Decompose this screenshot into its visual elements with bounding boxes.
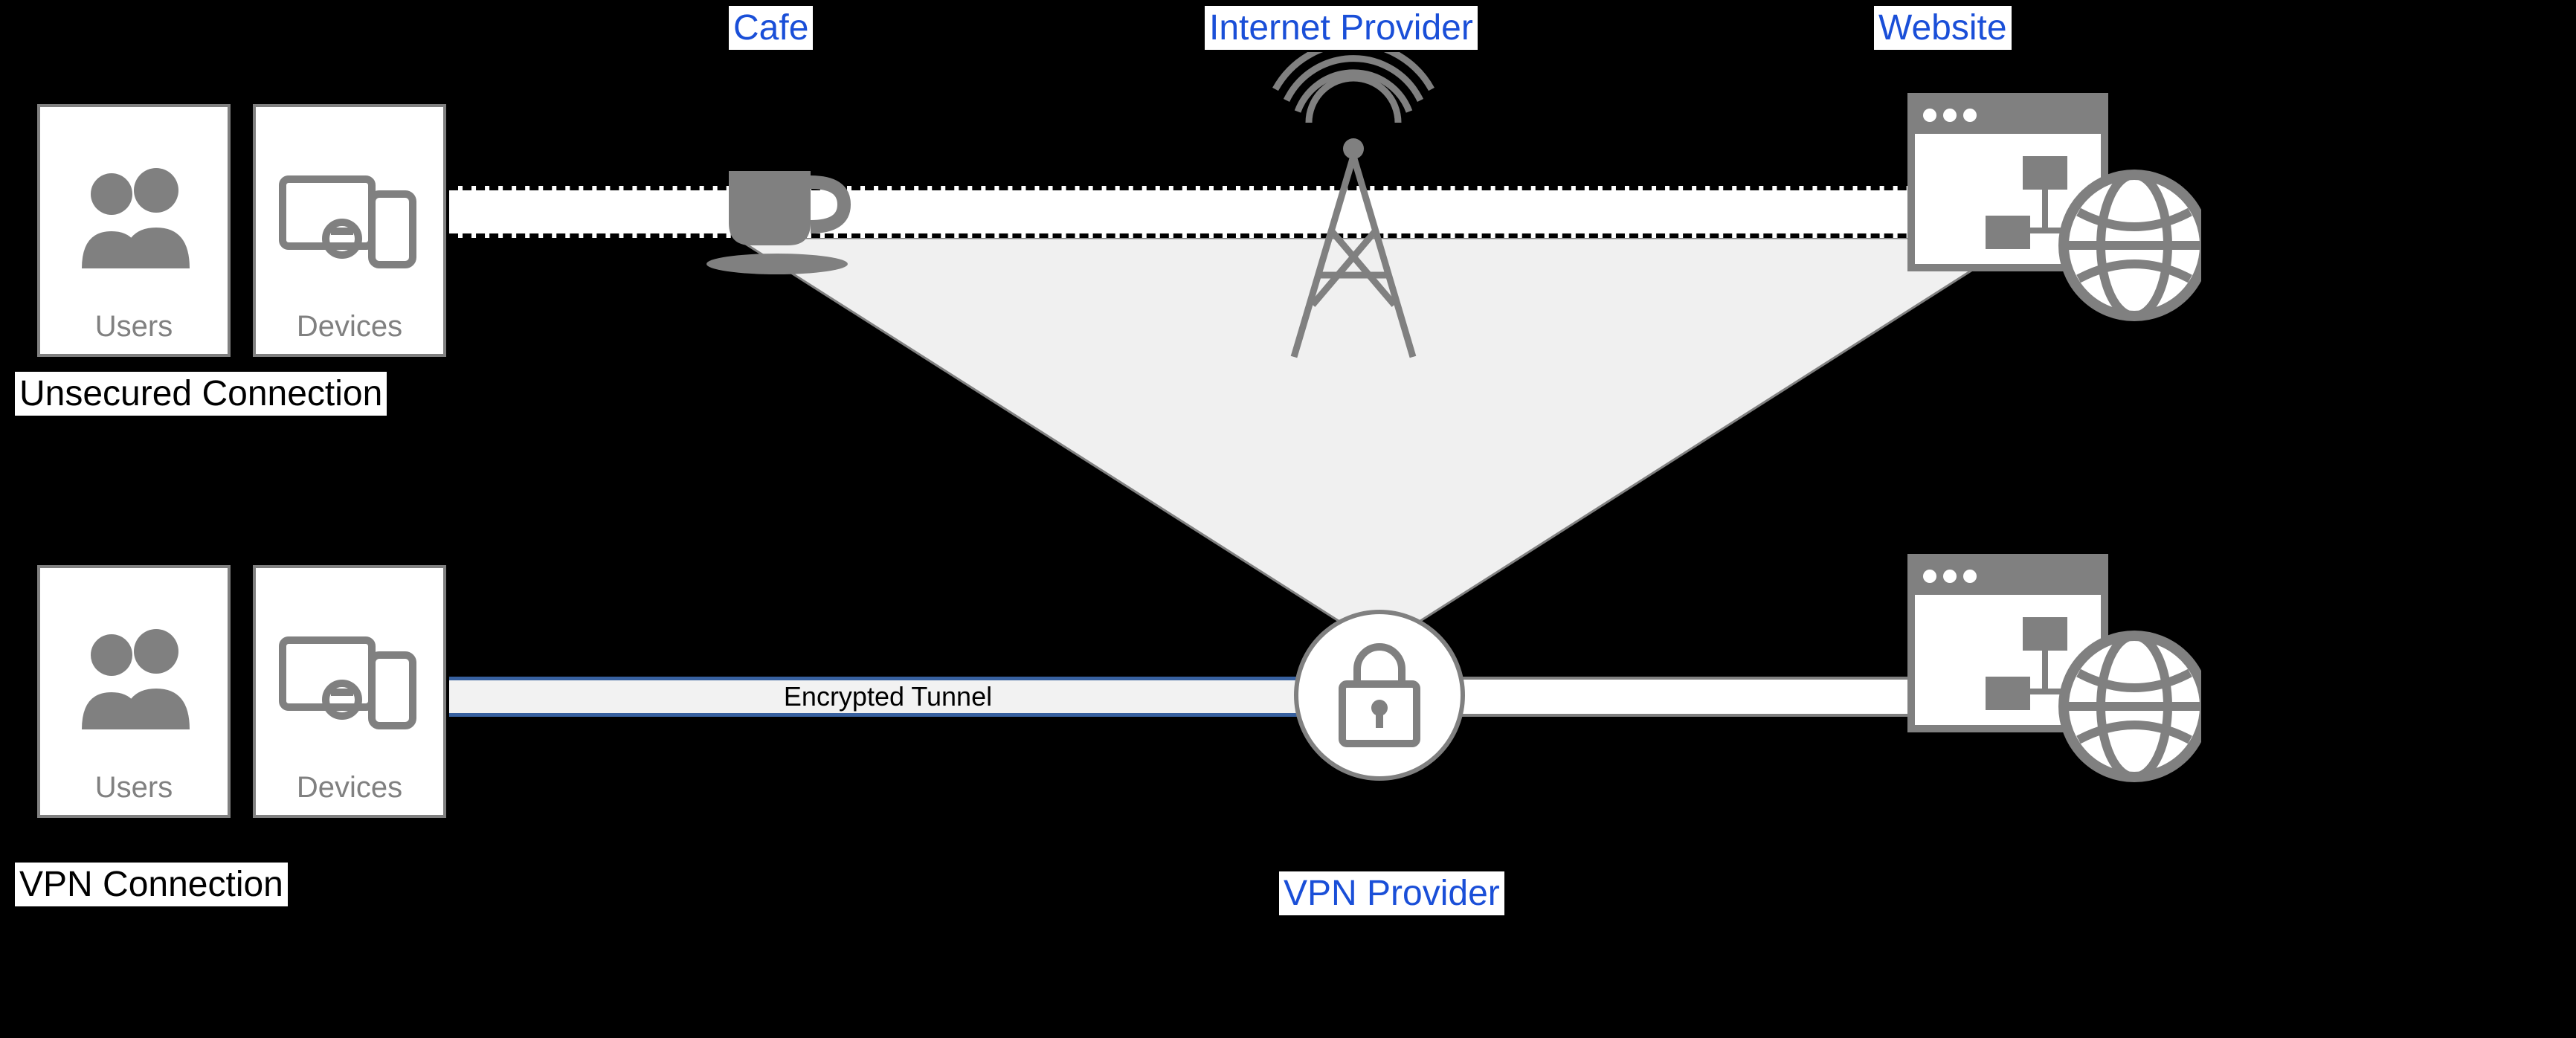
unsecured-section-label: Unsecured Connection xyxy=(15,372,387,416)
isp-label: Internet Provider xyxy=(1205,6,1478,50)
devices-icon xyxy=(275,583,424,771)
website-icon-row1 xyxy=(1904,82,2201,338)
encrypted-tunnel-bar: Encrypted Tunnel xyxy=(449,677,1327,717)
users-card-label: Users xyxy=(95,310,173,344)
devices-card-label: Devices xyxy=(297,310,402,344)
users-icon xyxy=(67,122,201,310)
unsecured-connection-bar xyxy=(449,186,2041,238)
users-icon xyxy=(67,583,201,771)
encrypted-tunnel-label: Encrypted Tunnel xyxy=(784,681,992,712)
devices-card-row1: Devices xyxy=(253,104,446,357)
vpn-provider-circle xyxy=(1294,610,1465,781)
website-icon-row2 xyxy=(1904,543,2201,799)
cafe-icon xyxy=(699,149,870,286)
isp-tower-icon xyxy=(1249,52,1458,368)
devices-card-row2: Devices xyxy=(253,565,446,818)
lock-icon xyxy=(1331,639,1428,751)
vpn-provider-label: VPN Provider xyxy=(1279,871,1504,915)
cafe-label: Cafe xyxy=(729,6,813,50)
users-card-row2: Users xyxy=(37,565,231,818)
devices-card-label: Devices xyxy=(297,771,402,805)
devices-icon xyxy=(275,122,424,310)
website-label: Website xyxy=(1874,6,2012,50)
users-card-row1: Users xyxy=(37,104,231,357)
users-card-label: Users xyxy=(95,771,173,805)
vpn-section-label: VPN Connection xyxy=(15,863,288,906)
